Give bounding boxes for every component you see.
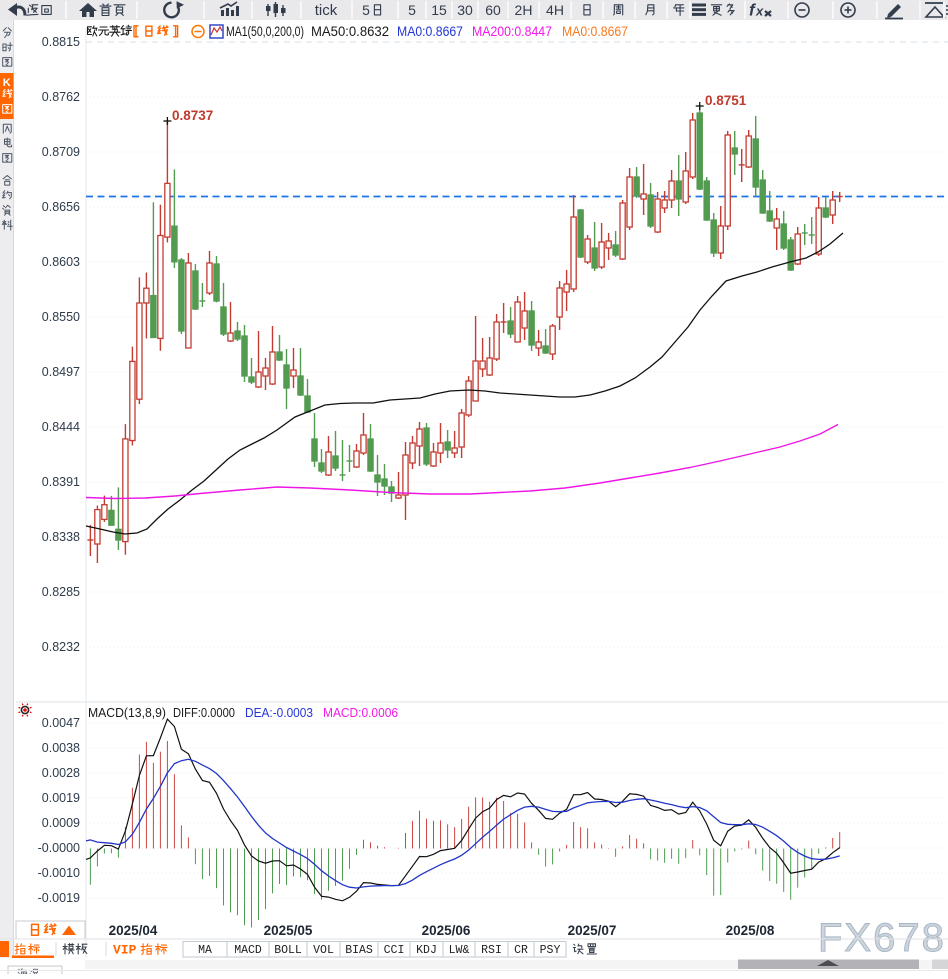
svg-text:2025/05: 2025/05 — [264, 923, 313, 938]
svg-text:2025/04: 2025/04 — [109, 923, 158, 938]
svg-text:0.8338: 0.8338 — [42, 530, 80, 544]
svg-text:MA: MA — [198, 944, 212, 957]
svg-text:RSI: RSI — [481, 944, 502, 957]
svg-text:0.0019: 0.0019 — [42, 791, 80, 805]
svg-text:VIP: VIP — [113, 943, 137, 958]
svg-text:0.0028: 0.0028 — [42, 766, 80, 780]
svg-text:VOL: VOL — [313, 944, 334, 957]
svg-text:-0.0019: -0.0019 — [38, 891, 80, 905]
svg-text:BOLL: BOLL — [274, 944, 302, 957]
svg-text:MACD: MACD — [234, 944, 262, 957]
svg-text:0.0038: 0.0038 — [42, 741, 80, 755]
svg-text:30: 30 — [457, 2, 473, 18]
svg-text:CCI: CCI — [384, 944, 405, 957]
svg-text:0.8815: 0.8815 — [42, 35, 80, 49]
svg-text:0.0047: 0.0047 — [42, 716, 80, 730]
svg-text:0.8391: 0.8391 — [42, 475, 80, 489]
svg-text:60: 60 — [485, 2, 501, 18]
svg-text:x: x — [755, 4, 764, 19]
svg-text:-0.0010: -0.0010 — [38, 866, 80, 880]
svg-text:0.8497: 0.8497 — [42, 365, 80, 379]
svg-text:-0.0000: -0.0000 — [38, 841, 80, 855]
svg-text:MA1(50,0,200,0): MA1(50,0,200,0) — [226, 24, 304, 39]
svg-text:DIFF:0.0000: DIFF:0.0000 — [173, 705, 235, 720]
svg-text:0.8285: 0.8285 — [42, 585, 80, 599]
svg-text:KDJ: KDJ — [416, 944, 437, 957]
svg-text:tick: tick — [315, 2, 338, 19]
svg-text:MA0:0.8667: MA0:0.8667 — [562, 24, 628, 39]
svg-text:0.8232: 0.8232 — [42, 640, 80, 654]
svg-text:0.8709: 0.8709 — [42, 145, 80, 159]
svg-text:MACD(13,8,9): MACD(13,8,9) — [88, 705, 166, 720]
svg-text:BIAS: BIAS — [345, 944, 373, 957]
svg-text:f: f — [749, 1, 757, 20]
svg-text:15: 15 — [431, 2, 447, 18]
svg-text:5: 5 — [362, 2, 370, 18]
svg-text:FX678: FX678 — [818, 916, 946, 960]
svg-text:MA0:0.8667: MA0:0.8667 — [397, 24, 463, 39]
svg-text:MA200:0.8447: MA200:0.8447 — [472, 24, 552, 39]
svg-text:DEA:-0.0003: DEA:-0.0003 — [245, 705, 313, 720]
svg-text:2H: 2H — [515, 2, 533, 18]
svg-text:MACD:0.0006: MACD:0.0006 — [323, 705, 398, 720]
svg-text:0.8751: 0.8751 — [705, 93, 747, 108]
svg-text:4H: 4H — [546, 2, 564, 18]
svg-text:0.8444: 0.8444 — [42, 420, 80, 434]
svg-text:5: 5 — [408, 2, 416, 18]
svg-text:2025/06: 2025/06 — [422, 923, 471, 938]
svg-text:MA50:0.8632: MA50:0.8632 — [311, 24, 389, 39]
svg-text:K: K — [3, 77, 11, 89]
svg-text:2025/08: 2025/08 — [726, 923, 775, 938]
svg-text:0.8550: 0.8550 — [42, 310, 80, 324]
svg-text:0.8603: 0.8603 — [42, 255, 80, 269]
svg-text:0.8737: 0.8737 — [172, 108, 213, 123]
svg-text:PSY: PSY — [540, 944, 561, 957]
svg-text:0.8656: 0.8656 — [42, 200, 80, 214]
svg-text:0.8762: 0.8762 — [42, 90, 80, 104]
svg-text:CR: CR — [514, 944, 528, 957]
svg-text:0.0009: 0.0009 — [42, 816, 80, 830]
svg-text:2025/07: 2025/07 — [568, 923, 617, 938]
svg-text:LW&: LW& — [449, 944, 470, 957]
